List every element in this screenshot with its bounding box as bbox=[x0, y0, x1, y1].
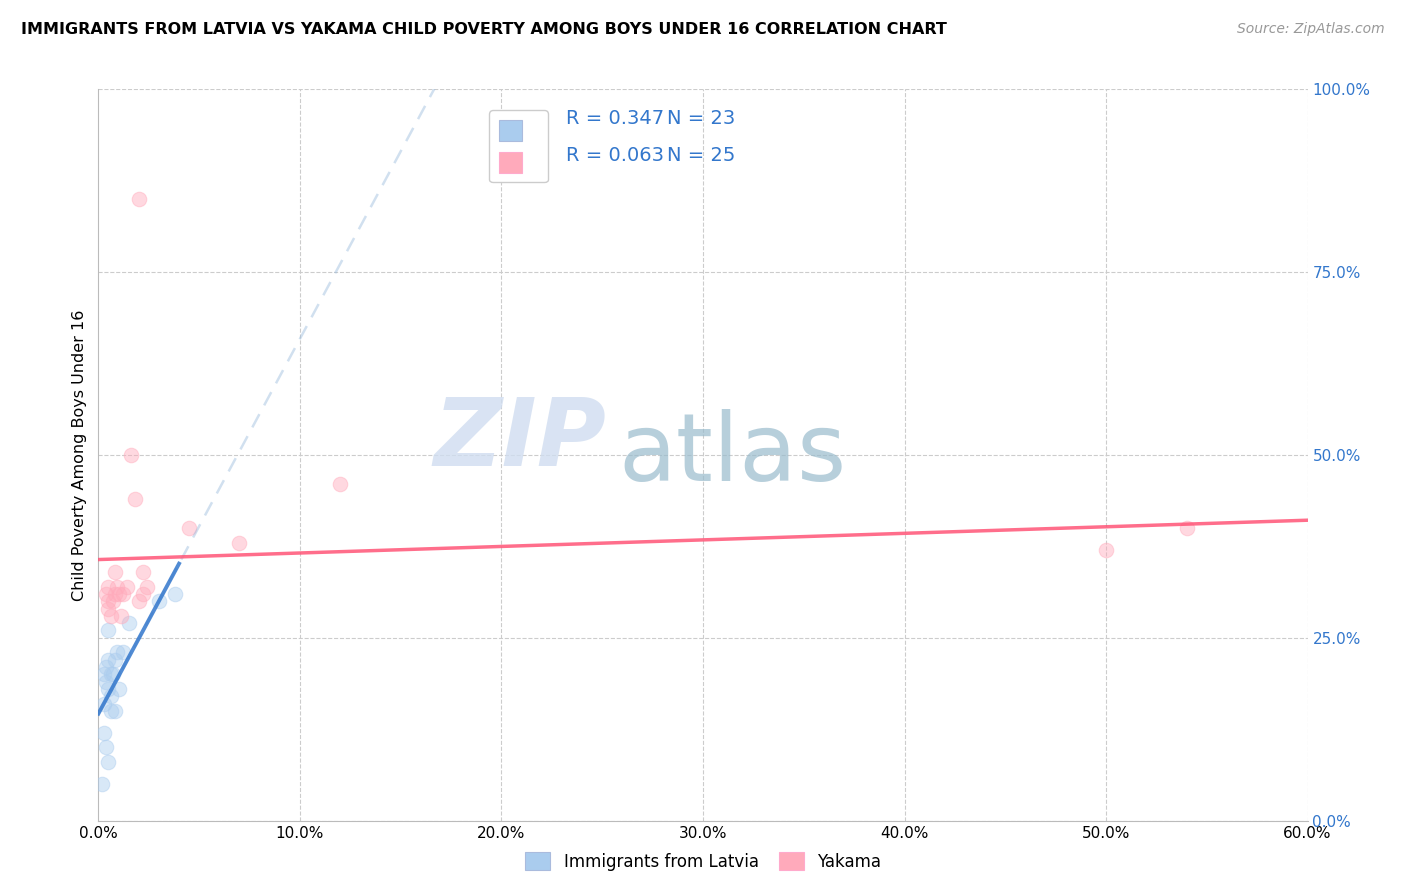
Point bbox=[329, 477, 352, 491]
Text: R = 0.063: R = 0.063 bbox=[567, 145, 665, 164]
Point bbox=[97, 755, 120, 769]
Y-axis label: Child Poverty Among Boys Under 16: Child Poverty Among Boys Under 16 bbox=[72, 310, 87, 600]
Point bbox=[97, 594, 120, 608]
Point bbox=[118, 616, 141, 631]
Point bbox=[96, 740, 118, 755]
Point bbox=[135, 580, 157, 594]
Point bbox=[97, 653, 120, 667]
Text: N = 25: N = 25 bbox=[666, 145, 735, 164]
Point bbox=[132, 565, 155, 579]
Legend: Immigrants from Latvia, Yakama: Immigrants from Latvia, Yakama bbox=[517, 844, 889, 880]
Point bbox=[103, 704, 125, 718]
Point bbox=[105, 645, 128, 659]
Point bbox=[100, 704, 122, 718]
Point bbox=[1175, 521, 1198, 535]
Point bbox=[96, 660, 118, 674]
Point bbox=[93, 697, 115, 711]
Text: N = 23: N = 23 bbox=[666, 109, 735, 128]
Point bbox=[97, 580, 120, 594]
Point bbox=[96, 674, 118, 689]
Text: atlas: atlas bbox=[619, 409, 846, 501]
Point bbox=[101, 667, 124, 681]
Point bbox=[148, 594, 170, 608]
Point bbox=[97, 624, 120, 638]
Point bbox=[1095, 543, 1118, 558]
Text: IMMIGRANTS FROM LATVIA VS YAKAMA CHILD POVERTY AMONG BOYS UNDER 16 CORRELATION C: IMMIGRANTS FROM LATVIA VS YAKAMA CHILD P… bbox=[21, 22, 948, 37]
Point bbox=[93, 667, 115, 681]
Point bbox=[107, 681, 129, 696]
Point bbox=[228, 535, 250, 549]
Point bbox=[103, 587, 125, 601]
Text: Source: ZipAtlas.com: Source: ZipAtlas.com bbox=[1237, 22, 1385, 37]
Point bbox=[101, 594, 124, 608]
Point bbox=[100, 667, 122, 681]
Point bbox=[128, 192, 150, 206]
Point bbox=[128, 594, 150, 608]
Point bbox=[132, 587, 155, 601]
Point bbox=[115, 580, 138, 594]
Point bbox=[110, 608, 132, 623]
Point bbox=[120, 448, 142, 462]
Point bbox=[124, 491, 146, 506]
Text: R = 0.347: R = 0.347 bbox=[567, 109, 665, 128]
Text: ZIP: ZIP bbox=[433, 394, 606, 486]
Point bbox=[105, 580, 128, 594]
Point bbox=[97, 601, 120, 615]
Point bbox=[96, 587, 118, 601]
Point bbox=[103, 565, 125, 579]
Point bbox=[163, 587, 186, 601]
Point bbox=[111, 645, 134, 659]
Point bbox=[103, 653, 125, 667]
Point bbox=[100, 690, 122, 704]
Point bbox=[111, 587, 134, 601]
Point bbox=[97, 681, 120, 696]
Legend:  ,  : , bbox=[489, 110, 548, 183]
Point bbox=[107, 587, 129, 601]
Point bbox=[179, 521, 201, 535]
Point bbox=[91, 777, 114, 791]
Point bbox=[100, 608, 122, 623]
Point bbox=[93, 726, 115, 740]
